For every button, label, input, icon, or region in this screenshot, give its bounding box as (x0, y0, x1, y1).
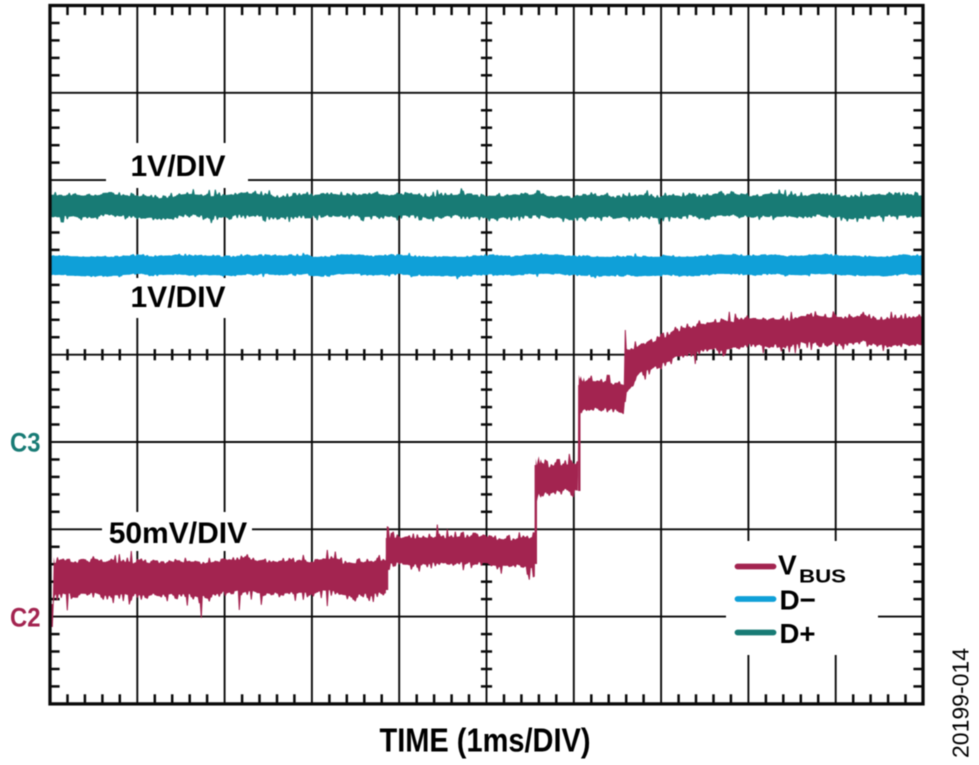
svg-text:D−: D− (780, 585, 817, 616)
svg-text:D+: D+ (780, 618, 816, 649)
svg-text:TIME (1ms/DIV): TIME (1ms/DIV) (380, 723, 591, 760)
svg-text:20199-014: 20199-014 (948, 648, 974, 758)
svg-text:50mV/DIV: 50mV/DIV (109, 517, 247, 550)
svg-text:1V/DIV: 1V/DIV (131, 281, 226, 314)
svg-text:C3: C3 (10, 428, 41, 458)
svg-text:BUS: BUS (799, 567, 846, 587)
svg-text:1V/DIV: 1V/DIV (131, 150, 226, 183)
svg-text:C2: C2 (10, 603, 41, 633)
svg-text:V: V (778, 550, 797, 581)
